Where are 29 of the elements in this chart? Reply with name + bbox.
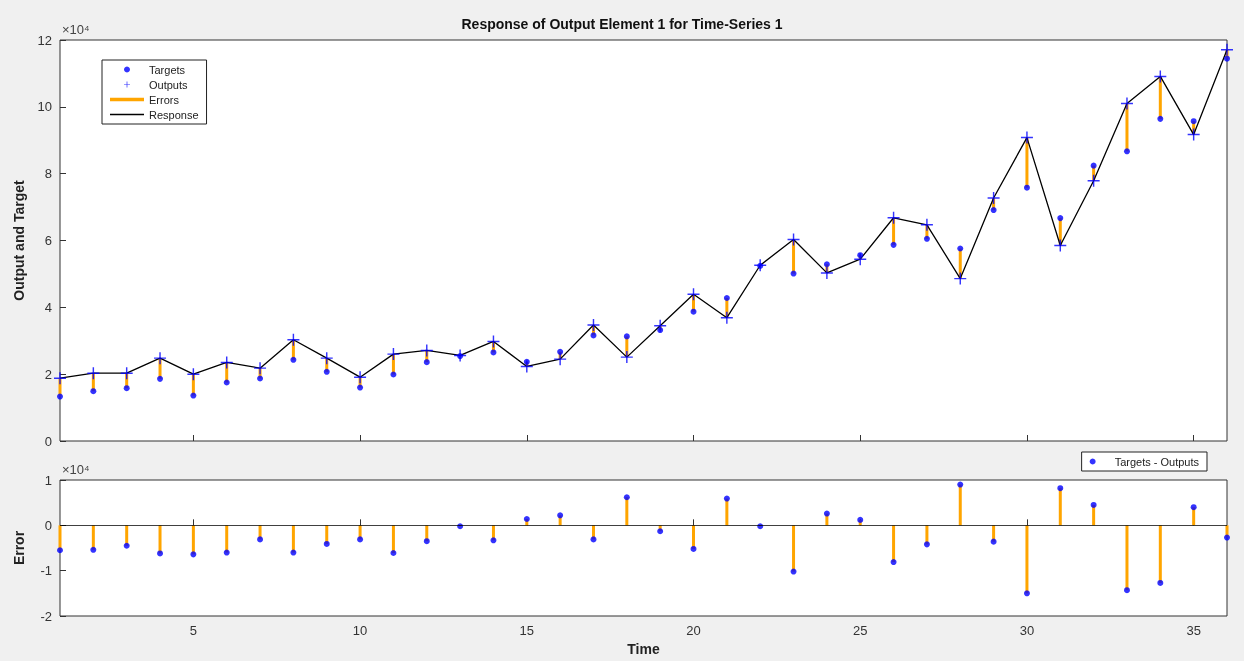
y-tick-label: 8	[44, 166, 52, 182]
legend-label: Targets - Outputs	[1114, 455, 1200, 468]
y-tick-label: 10	[37, 99, 52, 115]
y-tick-label: 0	[44, 433, 52, 449]
y-axis-title: Output and Target	[11, 180, 27, 301]
text: ×10⁴	[62, 462, 90, 477]
y-tick-label: 1	[44, 472, 52, 488]
y-tick-label: 0	[44, 517, 52, 533]
y-tick-label: 12	[37, 32, 52, 48]
x-tick-label: 5	[189, 623, 197, 638]
x-tick-label: 15	[519, 623, 535, 638]
y-tick-label: 2	[44, 366, 52, 382]
legend-label: Errors	[149, 93, 180, 106]
chart-title: Response of Output Element 1 for Time-Series 1	[461, 16, 783, 32]
y-tick-label: 4	[44, 299, 52, 315]
x-tick-label: 20	[686, 623, 701, 638]
x-tick-label: 25	[852, 623, 868, 638]
text: ×10⁴	[62, 22, 90, 37]
x-tick-label: 10	[352, 623, 368, 638]
y-axis-title: Error	[11, 530, 27, 566]
y-tick-label: -1	[40, 563, 52, 579]
x-tick-label: 30	[1019, 623, 1035, 638]
legend-label: Outputs	[149, 78, 189, 91]
legend-label: Targets	[149, 63, 186, 76]
y-tick-label: -2	[40, 608, 52, 624]
x-tick-label: 35	[1186, 623, 1201, 638]
x-axis-title: Time	[627, 640, 660, 657]
y-tick-label: 6	[44, 233, 52, 248]
legend-label: Response	[149, 108, 199, 121]
